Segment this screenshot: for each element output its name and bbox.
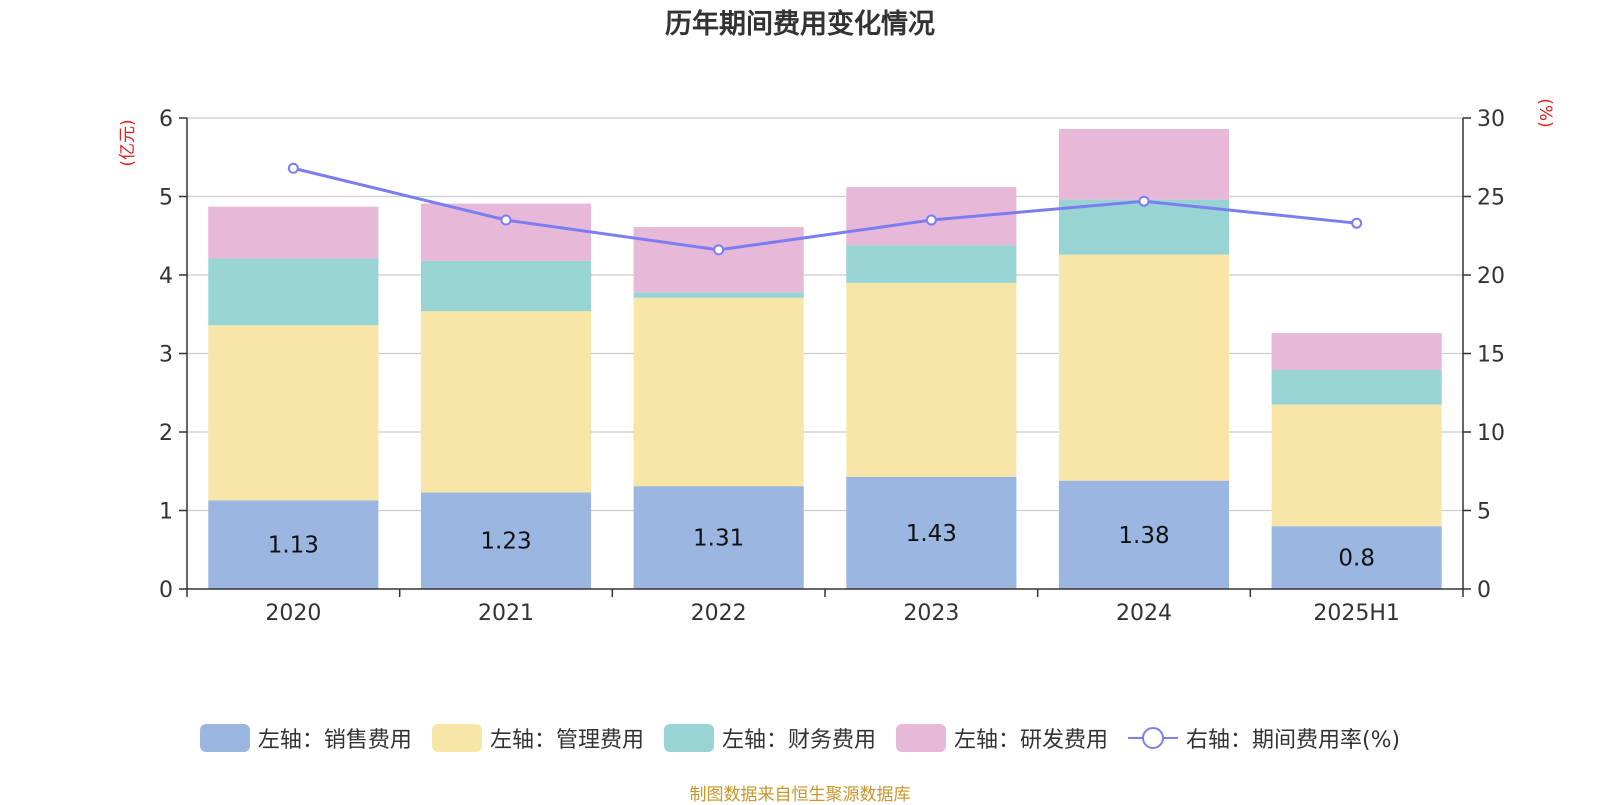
legend-item[interactable]: 左轴：财务费用 [663,722,876,754]
right-axis-tick-label: 5 [1477,500,1491,525]
rate-line-point [500,214,512,226]
bars [208,128,1442,589]
bar-segment-s1-2 [633,297,804,487]
bar-segment-s0-2 [633,486,804,589]
left-axis-tick-label: 2 [159,421,173,446]
bar-segment-s1-4 [1058,254,1230,481]
right-axis-tick-label: 15 [1477,343,1505,368]
bar-segment-s0-3 [846,476,1017,589]
legend-label: 右轴：期间费用率(%) [1185,728,1401,753]
x-axis-tick-label: 2022 [691,601,747,626]
bar-segment-s3-0 [208,206,379,259]
legend: 左轴：销售费用 左轴：管理费用 左轴：财务费用 左轴：研发费用 右轴：期间费用率(%) [0,718,1600,758]
right-axis-tick-label: 20 [1477,264,1505,289]
bar-data-label: 0.8 [1338,546,1375,572]
bar-segment-s3-1 [420,203,592,261]
legend-item[interactable]: 左轴：管理费用 [431,722,644,754]
bar-data-label: 1.43 [906,521,957,547]
right-axis-tick-label: 0 [1477,578,1491,603]
bar-segment-s2-5 [1271,369,1442,405]
left-axis-tick-label: 6 [159,107,173,132]
bar-data-labels: 1.13 1.23 1.31 1.43 1.38 0.8 [268,521,1375,572]
x-axis-tick-label: 2020 [265,601,321,626]
rate-line [287,162,1363,256]
bar-segment-s2-0 [208,258,379,326]
left-axis-unit-label: (亿元) [118,119,138,166]
bar-segment-s3-5 [1271,333,1442,370]
bar-data-label: 1.23 [480,529,531,555]
bar-segment-s1-5 [1271,404,1442,527]
x-axis-tick-label: 2021 [478,601,534,626]
left-axis-tick-label: 0 [159,578,173,603]
rate-line-point [287,162,299,174]
axes: 0 1 2 3 4 5 6 0 5 10 15 20 25 30 2020 2021 2022 2023 2024 2… [118,98,1555,626]
rate-line-point [1138,195,1150,207]
rate-line-point [1351,217,1363,229]
grid-lines [187,117,1463,512]
bar-data-label: 1.13 [268,533,319,559]
rate-line-path [292,166,1357,252]
legend-label: 左轴：销售费用 [257,728,412,753]
x-axis-tick-label: 2025H1 [1313,601,1400,626]
bar-segment-s3-2 [633,227,804,293]
legend-label: 左轴：财务费用 [721,728,876,753]
right-axis-tick-label: 30 [1477,107,1505,132]
bar-segment-s2-2 [633,292,804,298]
legend-item[interactable]: 右轴：期间费用率(%) [1127,722,1401,754]
bar-data-label: 1.31 [693,526,744,552]
bar-segment-s1-1 [420,311,592,493]
legend-line-marker-icon [1127,724,1178,752]
bar-segment-s0-1 [420,492,592,589]
legend-swatch [431,724,482,752]
x-axis-tick-label: 2024 [1116,601,1172,626]
source-footnote: 制图数据来自恒生聚源数据库 [689,785,911,805]
rate-line-point [713,244,725,256]
chart-title: 历年期间费用变化情况 [665,9,935,40]
bar-data-label: 1.38 [1118,523,1169,549]
left-axis-tick-label: 4 [159,264,173,289]
legend-item[interactable]: 左轴：研发费用 [895,722,1108,754]
bar-segment-s2-1 [420,260,592,312]
legend-swatch [663,724,714,752]
left-axis-tick-label: 3 [159,343,173,368]
bar-segment-s0-5 [1271,526,1442,589]
right-axis-tick-label: 25 [1477,186,1505,211]
legend-label: 左轴：管理费用 [489,728,644,753]
rate-line-point [925,214,937,226]
bar-segment-s1-3 [846,282,1017,477]
legend-swatch [895,724,946,752]
bar-segment-s3-4 [1058,128,1230,200]
bar-segment-s0-4 [1058,480,1230,589]
bar-segment-s2-3 [846,245,1017,283]
legend-item[interactable]: 左轴：销售费用 [199,722,412,754]
bar-segment-s2-4 [1058,199,1230,255]
bar-segment-s0-0 [208,500,379,589]
bar-segment-s1-0 [208,325,379,501]
legend-label: 左轴：研发费用 [953,728,1108,753]
legend-swatch [199,724,250,752]
left-axis-tick-label: 5 [159,186,173,211]
x-axis-tick-label: 2023 [903,601,959,626]
left-axis-tick-label: 1 [159,500,173,525]
right-axis-tick-label: 10 [1477,421,1505,446]
right-axis-unit-label: (%) [1535,98,1555,127]
